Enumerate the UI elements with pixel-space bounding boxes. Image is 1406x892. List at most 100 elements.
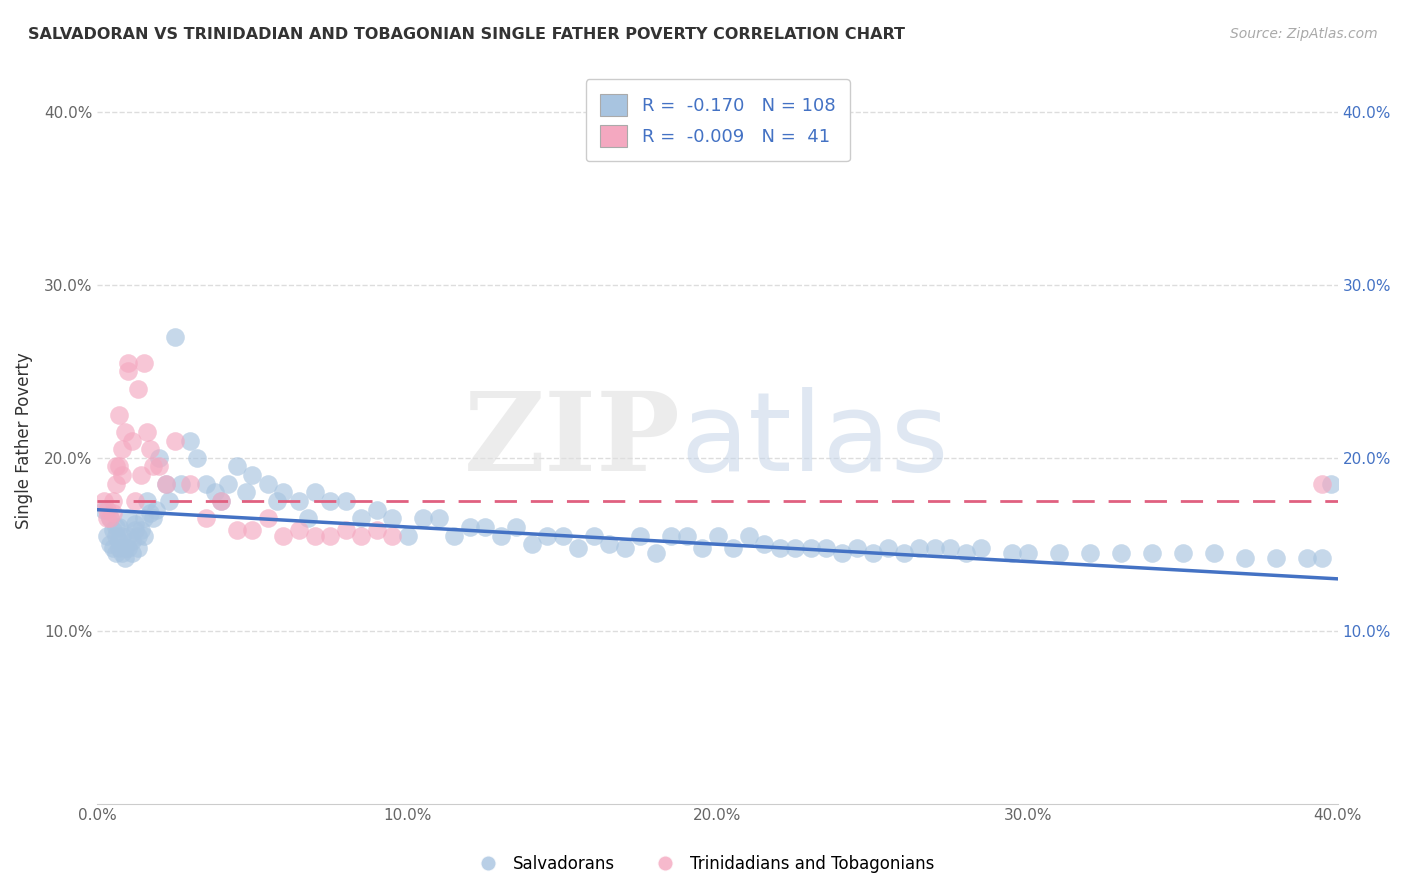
Point: [644, 546, 666, 560]
Point: [195, 511, 218, 525]
Point: [939, 541, 962, 555]
Point: [226, 524, 249, 538]
Point: [108, 408, 131, 422]
Point: [157, 494, 180, 508]
Point: [127, 528, 149, 542]
Point: [105, 476, 128, 491]
Point: [129, 524, 152, 538]
Point: [381, 528, 404, 542]
Point: [132, 356, 155, 370]
Point: [1310, 476, 1333, 491]
Text: Source: ZipAtlas.com: Source: ZipAtlas.com: [1230, 27, 1378, 41]
Point: [111, 528, 134, 542]
Point: [924, 541, 946, 555]
Point: [257, 476, 280, 491]
Point: [628, 528, 651, 542]
Point: [908, 541, 931, 555]
Point: [304, 485, 326, 500]
Point: [98, 537, 121, 551]
Point: [211, 494, 233, 508]
Point: [145, 502, 167, 516]
Point: [105, 528, 128, 542]
Point: [226, 459, 249, 474]
Point: [155, 476, 177, 491]
Point: [163, 330, 186, 344]
Point: [111, 546, 134, 560]
Legend: R =  -0.170   N = 108, R =  -0.009   N =  41: R = -0.170 N = 108, R = -0.009 N = 41: [585, 79, 849, 161]
Point: [350, 528, 373, 542]
Point: [288, 524, 311, 538]
Point: [101, 541, 124, 555]
Point: [242, 524, 264, 538]
Point: [117, 364, 139, 378]
Point: [117, 541, 139, 555]
Point: [474, 520, 496, 534]
Legend: Salvadorans, Trinidadians and Tobagonians: Salvadorans, Trinidadians and Tobagonian…: [465, 848, 941, 880]
Point: [235, 485, 257, 500]
Point: [690, 541, 713, 555]
Point: [132, 528, 155, 542]
Point: [1233, 551, 1256, 566]
Point: [1202, 546, 1225, 560]
Point: [170, 476, 193, 491]
Point: [93, 502, 115, 516]
Point: [148, 459, 170, 474]
Point: [1109, 546, 1132, 560]
Point: [319, 528, 342, 542]
Y-axis label: Single Father Poverty: Single Father Poverty: [15, 352, 32, 529]
Point: [1140, 546, 1163, 560]
Point: [721, 541, 744, 555]
Point: [350, 511, 373, 525]
Point: [1295, 551, 1317, 566]
Point: [179, 476, 201, 491]
Point: [505, 520, 527, 534]
Point: [93, 494, 115, 508]
Point: [304, 528, 326, 542]
Point: [114, 425, 136, 439]
Point: [266, 494, 288, 508]
Point: [659, 528, 682, 542]
Point: [783, 541, 806, 555]
Point: [297, 511, 319, 525]
Point: [117, 356, 139, 370]
Point: [970, 541, 993, 555]
Point: [139, 506, 162, 520]
Point: [117, 511, 139, 525]
Text: SALVADORAN VS TRINIDADIAN AND TOBAGONIAN SINGLE FATHER POVERTY CORRELATION CHART: SALVADORAN VS TRINIDADIAN AND TOBAGONIAN…: [28, 27, 905, 42]
Point: [217, 476, 239, 491]
Point: [114, 541, 136, 555]
Point: [96, 502, 118, 516]
Point: [127, 382, 149, 396]
Point: [366, 502, 388, 516]
Point: [613, 541, 636, 555]
Point: [105, 459, 128, 474]
Point: [142, 511, 165, 525]
Point: [211, 494, 233, 508]
Point: [142, 459, 165, 474]
Point: [98, 511, 121, 525]
Point: [204, 485, 226, 500]
Point: [242, 468, 264, 483]
Point: [111, 442, 134, 457]
Point: [893, 546, 915, 560]
Point: [319, 494, 342, 508]
Point: [551, 528, 574, 542]
Point: [127, 541, 149, 555]
Point: [148, 450, 170, 465]
Point: [412, 511, 434, 525]
Point: [1264, 551, 1286, 566]
Point: [443, 528, 465, 542]
Point: [129, 468, 152, 483]
Point: [381, 511, 404, 525]
Point: [257, 511, 280, 525]
Point: [862, 546, 884, 560]
Point: [1310, 551, 1333, 566]
Point: [1078, 546, 1101, 560]
Point: [955, 546, 977, 560]
Point: [98, 511, 121, 525]
Point: [108, 459, 131, 474]
Point: [536, 528, 558, 542]
Point: [877, 541, 900, 555]
Point: [831, 546, 853, 560]
Point: [121, 546, 143, 560]
